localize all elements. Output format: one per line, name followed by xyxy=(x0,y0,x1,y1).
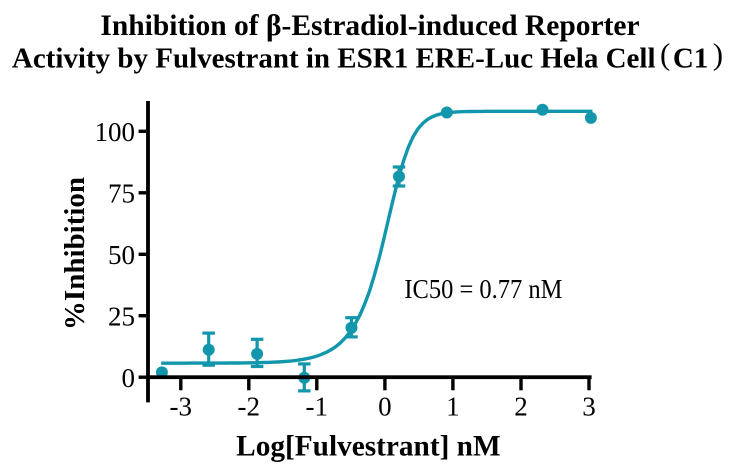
svg-text:-2: -2 xyxy=(238,391,261,421)
svg-text:-1: -1 xyxy=(306,391,329,421)
svg-text:50: 50 xyxy=(108,240,135,270)
svg-text:Activity by Fulvestrant in ESR: Activity by Fulvestrant in ESR1 ERE-Luc … xyxy=(12,36,723,74)
svg-text:25: 25 xyxy=(108,302,135,332)
svg-text:0: 0 xyxy=(122,363,136,393)
svg-text:100: 100 xyxy=(95,117,136,147)
svg-text:2: 2 xyxy=(514,391,528,421)
svg-text:0: 0 xyxy=(378,391,392,421)
svg-text:3: 3 xyxy=(582,391,596,421)
svg-text:%Inhibition: %Inhibition xyxy=(59,177,91,330)
svg-text:75: 75 xyxy=(108,179,135,209)
svg-text:Log[Fulvestrant] nM: Log[Fulvestrant] nM xyxy=(236,430,500,462)
svg-text:IC50 = 0.77 nM: IC50 = 0.77 nM xyxy=(404,274,562,305)
svg-text:-3: -3 xyxy=(170,391,193,421)
svg-text:Inhibition of β-Estradiol-indu: Inhibition of β-Estradiol-induced Report… xyxy=(100,10,639,42)
svg-text:1: 1 xyxy=(446,391,460,421)
